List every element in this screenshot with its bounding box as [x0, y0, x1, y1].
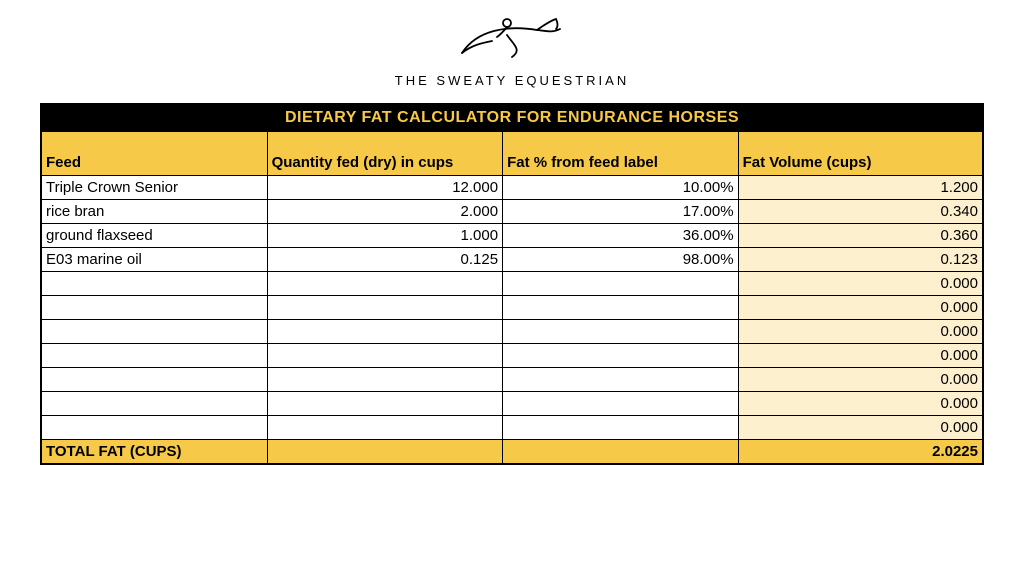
logo-text: THE SWEATY EQUESTRIAN [40, 73, 984, 88]
feed-cell [41, 392, 267, 416]
pct-cell [503, 296, 739, 320]
pct-cell: 36.00% [503, 224, 739, 248]
qty-cell [267, 320, 503, 344]
table-row: ground flaxseed1.00036.00%0.360 [41, 224, 983, 248]
fat-calculator-table: DIETARY FAT CALCULATOR FOR ENDURANCE HOR… [40, 103, 984, 465]
qty-cell [267, 368, 503, 392]
pct-cell [503, 392, 739, 416]
pct-cell [503, 416, 739, 440]
fat-cell: 0.340 [738, 200, 983, 224]
qty-cell [267, 272, 503, 296]
table-row: 0.000 [41, 416, 983, 440]
qty-cell: 2.000 [267, 200, 503, 224]
table-row: 0.000 [41, 368, 983, 392]
fat-cell: 0.000 [738, 416, 983, 440]
table-row: E03 marine oil0.12598.00%0.123 [41, 248, 983, 272]
fat-cell: 0.360 [738, 224, 983, 248]
col-header-feed: Feed [41, 132, 267, 176]
table-total-row: TOTAL FAT (CUPS) 2.0225 [41, 440, 983, 464]
col-header-fat: Fat Volume (cups) [738, 132, 983, 176]
feed-cell [41, 344, 267, 368]
fat-cell: 0.000 [738, 368, 983, 392]
table-row: 0.000 [41, 392, 983, 416]
table-header-row: Feed Quantity fed (dry) in cups Fat % fr… [41, 132, 983, 176]
total-empty [267, 440, 503, 464]
fat-cell: 0.000 [738, 392, 983, 416]
qty-cell: 1.000 [267, 224, 503, 248]
table-row: 0.000 [41, 344, 983, 368]
qty-cell [267, 392, 503, 416]
pct-cell [503, 368, 739, 392]
table-row: Triple Crown Senior12.00010.00%1.200 [41, 176, 983, 200]
feed-cell: Triple Crown Senior [41, 176, 267, 200]
logo-block: THE SWEATY EQUESTRIAN [40, 15, 984, 88]
total-value: 2.0225 [738, 440, 983, 464]
qty-cell: 12.000 [267, 176, 503, 200]
pct-cell [503, 320, 739, 344]
feed-cell [41, 416, 267, 440]
feed-cell [41, 296, 267, 320]
qty-cell [267, 296, 503, 320]
qty-cell: 0.125 [267, 248, 503, 272]
feed-cell: E03 marine oil [41, 248, 267, 272]
total-label: TOTAL FAT (CUPS) [41, 440, 267, 464]
col-header-pct: Fat % from feed label [503, 132, 739, 176]
fat-cell: 1.200 [738, 176, 983, 200]
table-row: 0.000 [41, 296, 983, 320]
fat-cell: 0.000 [738, 344, 983, 368]
horse-rider-icon [452, 15, 572, 63]
feed-cell: rice bran [41, 200, 267, 224]
col-header-qty: Quantity fed (dry) in cups [267, 132, 503, 176]
table-row: 0.000 [41, 320, 983, 344]
qty-cell [267, 416, 503, 440]
table-title-row: DIETARY FAT CALCULATOR FOR ENDURANCE HOR… [41, 104, 983, 132]
table-row: 0.000 [41, 272, 983, 296]
fat-cell: 0.000 [738, 320, 983, 344]
pct-cell [503, 344, 739, 368]
fat-cell: 0.123 [738, 248, 983, 272]
total-empty [503, 440, 739, 464]
feed-cell [41, 368, 267, 392]
feed-cell [41, 320, 267, 344]
pct-cell [503, 272, 739, 296]
pct-cell: 17.00% [503, 200, 739, 224]
pct-cell: 10.00% [503, 176, 739, 200]
feed-cell: ground flaxseed [41, 224, 267, 248]
pct-cell: 98.00% [503, 248, 739, 272]
fat-cell: 0.000 [738, 272, 983, 296]
qty-cell [267, 344, 503, 368]
fat-cell: 0.000 [738, 296, 983, 320]
table-title: DIETARY FAT CALCULATOR FOR ENDURANCE HOR… [41, 104, 983, 132]
table-row: rice bran2.00017.00%0.340 [41, 200, 983, 224]
feed-cell [41, 272, 267, 296]
